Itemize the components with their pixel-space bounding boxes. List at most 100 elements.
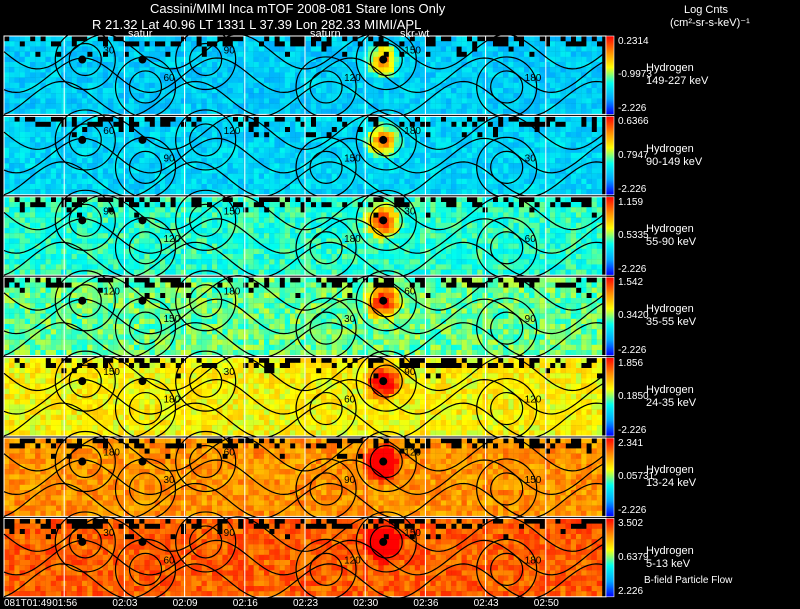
heat-cell bbox=[560, 163, 565, 168]
heat-cell bbox=[207, 264, 212, 269]
heat-cell bbox=[332, 83, 337, 88]
heat-cell bbox=[462, 148, 467, 153]
heat-cell bbox=[285, 277, 290, 282]
heat-cell bbox=[150, 46, 155, 51]
heat-cell bbox=[150, 41, 155, 46]
heat-cell bbox=[337, 67, 342, 72]
heat-cell bbox=[514, 238, 519, 243]
heat-cell bbox=[399, 174, 404, 179]
heat-cell bbox=[295, 218, 300, 223]
heat-cell bbox=[77, 277, 82, 282]
heat-cell bbox=[597, 67, 602, 72]
heat-cell bbox=[503, 249, 508, 254]
heat-cell bbox=[181, 109, 186, 114]
heat-cell bbox=[316, 109, 321, 114]
heat-cell bbox=[332, 46, 337, 51]
heat-cell bbox=[508, 122, 513, 127]
heat-cell bbox=[498, 212, 503, 217]
heat-cell bbox=[394, 52, 399, 57]
heat-cell bbox=[482, 93, 487, 98]
heat-cell bbox=[446, 122, 451, 127]
heat-cell bbox=[290, 244, 295, 249]
energy-row-1: 609012015018030 bbox=[4, 110, 606, 197]
heat-cell bbox=[451, 104, 456, 109]
heat-cell bbox=[540, 202, 545, 207]
heat-cell bbox=[441, 218, 446, 223]
heat-cell bbox=[378, 207, 383, 212]
heat-cell bbox=[290, 127, 295, 132]
heat-cell bbox=[9, 62, 14, 67]
heat-cell bbox=[25, 189, 30, 194]
heat-cell bbox=[477, 62, 482, 67]
heat-cell bbox=[295, 52, 300, 57]
heat-cell bbox=[82, 259, 87, 264]
heat-cell bbox=[368, 254, 373, 259]
heat-cell bbox=[456, 153, 461, 158]
heat-cell bbox=[321, 197, 326, 202]
heat-cell bbox=[560, 189, 565, 194]
heat-cell bbox=[14, 202, 19, 207]
heat-cell bbox=[519, 163, 524, 168]
heat-cell bbox=[586, 46, 591, 51]
heat-cell bbox=[436, 109, 441, 114]
heat-cell bbox=[248, 254, 253, 259]
heat-cell bbox=[30, 57, 35, 62]
heat-cell bbox=[524, 212, 529, 217]
heat-cell bbox=[46, 264, 51, 269]
heat-cell bbox=[46, 259, 51, 264]
heat-cell bbox=[493, 207, 498, 212]
heat-cell bbox=[82, 67, 87, 72]
heat-cell bbox=[550, 83, 555, 88]
heat-cell bbox=[524, 132, 529, 137]
heat-cell bbox=[472, 72, 477, 77]
heat-cell bbox=[113, 184, 118, 189]
heat-cell bbox=[467, 104, 472, 109]
heat-cell bbox=[493, 244, 498, 249]
heat-cell bbox=[155, 207, 160, 212]
heat-cell bbox=[66, 93, 71, 98]
heat-cell bbox=[540, 163, 545, 168]
heat-cell bbox=[540, 127, 545, 132]
heat-cell bbox=[129, 132, 134, 137]
heat-cell bbox=[134, 158, 139, 163]
heat-cell bbox=[540, 137, 545, 142]
heat-cell bbox=[462, 259, 467, 264]
heat-cell bbox=[51, 36, 56, 41]
heat-cell bbox=[311, 207, 316, 212]
heat-cell bbox=[488, 228, 493, 233]
heat-cell bbox=[264, 67, 269, 72]
heat-cell bbox=[597, 88, 602, 93]
heat-cell bbox=[264, 259, 269, 264]
heat-cell bbox=[285, 109, 290, 114]
heat-cell bbox=[274, 184, 279, 189]
heat-cell bbox=[207, 158, 212, 163]
heat-cell bbox=[4, 184, 9, 189]
heat-cell bbox=[269, 264, 274, 269]
heat-cell bbox=[77, 179, 82, 184]
heat-cell bbox=[446, 104, 451, 109]
heat-cell bbox=[597, 46, 602, 51]
heat-cell bbox=[72, 254, 77, 259]
heat-cell bbox=[321, 189, 326, 194]
heat-cell bbox=[472, 254, 477, 259]
heat-cell bbox=[139, 41, 144, 46]
heat-cell bbox=[389, 244, 394, 249]
heat-cell bbox=[14, 52, 19, 57]
heat-cell bbox=[295, 62, 300, 67]
heat-cell bbox=[519, 259, 524, 264]
heat-cell bbox=[259, 46, 264, 51]
heat-cell bbox=[337, 228, 342, 233]
heat-cell bbox=[46, 67, 51, 72]
heat-cell bbox=[150, 52, 155, 57]
heat-cell bbox=[446, 116, 451, 121]
heat-cell bbox=[316, 197, 321, 202]
heat-cell bbox=[560, 78, 565, 83]
heat-cell bbox=[467, 202, 472, 207]
heat-cell bbox=[498, 93, 503, 98]
heat-cell bbox=[186, 254, 191, 259]
heat-cell bbox=[72, 179, 77, 184]
heat-cell bbox=[456, 122, 461, 127]
contour-level-label: 120 bbox=[224, 126, 241, 137]
heat-cell bbox=[399, 259, 404, 264]
heat-cell bbox=[514, 163, 519, 168]
